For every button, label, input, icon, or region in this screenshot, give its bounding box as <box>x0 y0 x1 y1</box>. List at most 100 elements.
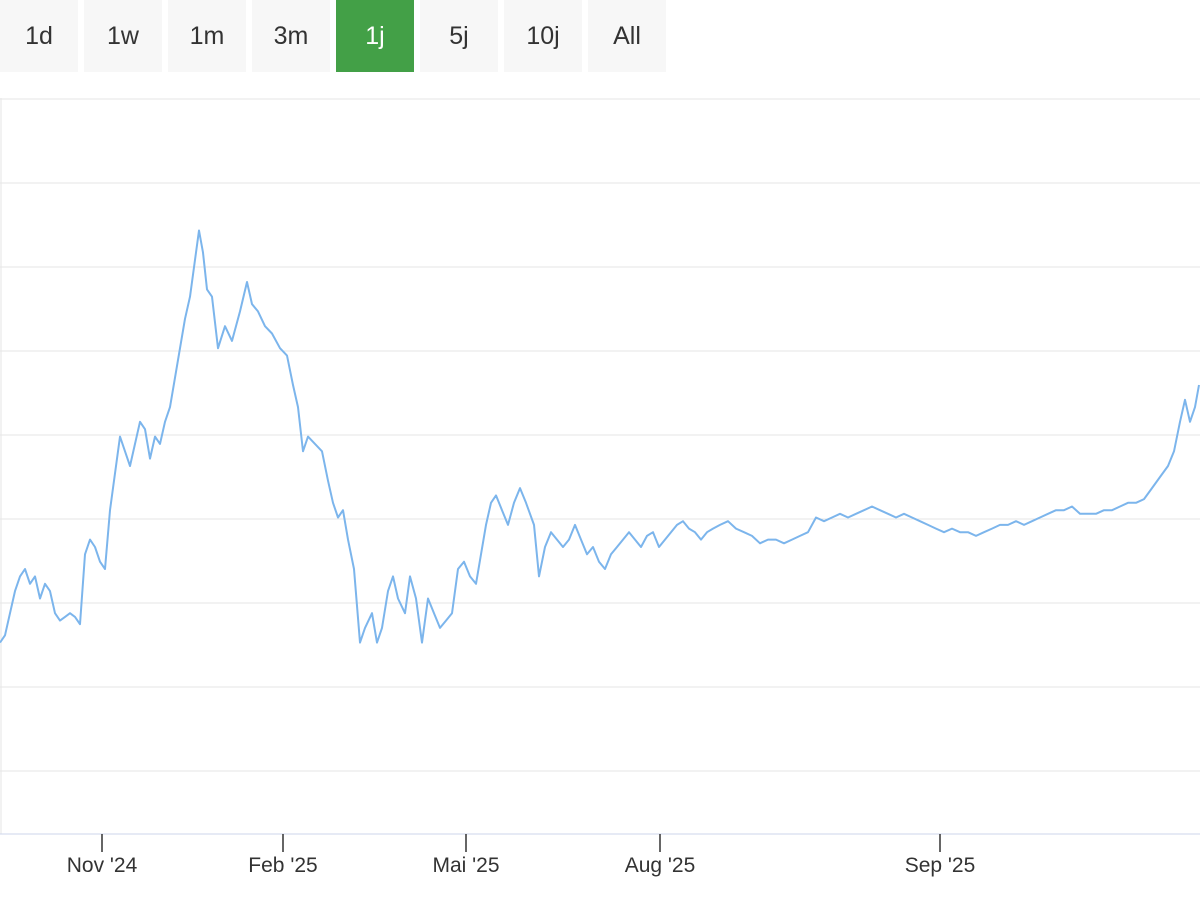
data-point <box>380 626 384 630</box>
data-point <box>742 530 746 534</box>
data-point <box>926 523 930 527</box>
data-point <box>822 519 826 523</box>
data-point <box>358 641 362 645</box>
data-point <box>216 346 220 350</box>
range-button-1j[interactable]: 1j <box>336 0 414 72</box>
data-point <box>133 442 137 446</box>
data-point <box>966 530 970 534</box>
data-point <box>734 527 738 531</box>
data-point <box>1006 523 1010 527</box>
data-point <box>982 530 986 534</box>
data-point <box>438 626 442 630</box>
range-button-10j[interactable]: 10j <box>504 0 582 72</box>
data-point <box>250 302 254 306</box>
data-point <box>313 442 317 446</box>
data-point <box>444 619 448 623</box>
data-point <box>414 596 418 600</box>
range-button-1d[interactable]: 1d <box>0 0 78 72</box>
data-point <box>223 324 227 328</box>
data-point <box>1134 501 1138 505</box>
data-point <box>1183 398 1187 402</box>
data-point <box>645 534 649 538</box>
data-point <box>561 545 565 549</box>
data-point <box>774 538 778 542</box>
data-point <box>518 486 522 490</box>
data-point <box>958 530 962 534</box>
data-point <box>806 530 810 534</box>
data-point <box>3 633 7 637</box>
data-point <box>210 295 214 299</box>
data-point <box>687 527 691 531</box>
data-point <box>675 523 679 527</box>
data-point <box>512 501 516 505</box>
data-point <box>573 523 577 527</box>
data-point <box>846 516 850 520</box>
data-point <box>93 545 97 549</box>
data-point <box>245 280 249 284</box>
data-point <box>699 538 703 542</box>
data-point <box>375 641 379 645</box>
series-line[interactable] <box>0 229 1200 644</box>
data-point <box>1070 504 1074 508</box>
data-point <box>396 596 400 600</box>
data-point <box>1142 497 1146 501</box>
data-point <box>639 545 643 549</box>
data-point <box>524 501 528 505</box>
data-point <box>693 530 697 534</box>
data-point <box>555 538 559 542</box>
data-point <box>341 508 345 512</box>
range-button-5j[interactable]: 5j <box>420 0 498 72</box>
data-point <box>549 530 553 534</box>
data-point <box>58 619 62 623</box>
data-point <box>301 449 305 453</box>
data-point <box>1046 512 1050 516</box>
data-point <box>1172 449 1176 453</box>
data-point <box>320 449 324 453</box>
data-point <box>998 523 1002 527</box>
data-point <box>78 622 82 626</box>
data-point <box>718 523 722 527</box>
data-point <box>168 405 172 409</box>
data-point <box>798 534 802 538</box>
data-point <box>331 501 335 505</box>
data-point <box>43 582 47 586</box>
data-point <box>1038 516 1042 520</box>
data-point <box>597 560 601 564</box>
data-point <box>627 530 631 534</box>
grid-lines <box>0 98 1200 772</box>
data-point <box>178 346 182 350</box>
range-button-1w[interactable]: 1w <box>84 0 162 72</box>
data-point <box>1158 475 1162 479</box>
data-point <box>1062 508 1066 512</box>
data-point <box>479 552 483 556</box>
data-point <box>902 512 906 516</box>
data-point <box>432 611 436 615</box>
data-point <box>609 552 613 556</box>
x-tick-label: Sep '25 <box>905 854 976 877</box>
data-point <box>98 560 102 564</box>
range-button-1m[interactable]: 1m <box>168 0 246 72</box>
data-point <box>263 324 267 328</box>
data-point <box>48 589 52 593</box>
data-point <box>862 508 866 512</box>
data-point <box>484 523 488 527</box>
data-point <box>408 574 412 578</box>
data-point <box>633 538 637 542</box>
data-point <box>838 512 842 516</box>
data-point <box>336 516 340 520</box>
data-point <box>201 251 205 255</box>
data-point <box>1193 405 1197 409</box>
data-point <box>1110 508 1114 512</box>
data-point <box>532 523 536 527</box>
x-tick-label: Aug '25 <box>625 854 696 877</box>
data-point <box>567 538 571 542</box>
range-button-all[interactable]: All <box>588 0 666 72</box>
data-point <box>23 567 27 571</box>
data-point <box>886 512 890 516</box>
data-point <box>53 611 57 615</box>
data-point <box>1086 512 1090 516</box>
data-point <box>363 626 367 630</box>
data-point <box>1078 512 1082 516</box>
data-point <box>1102 508 1106 512</box>
range-button-3m[interactable]: 3m <box>252 0 330 72</box>
